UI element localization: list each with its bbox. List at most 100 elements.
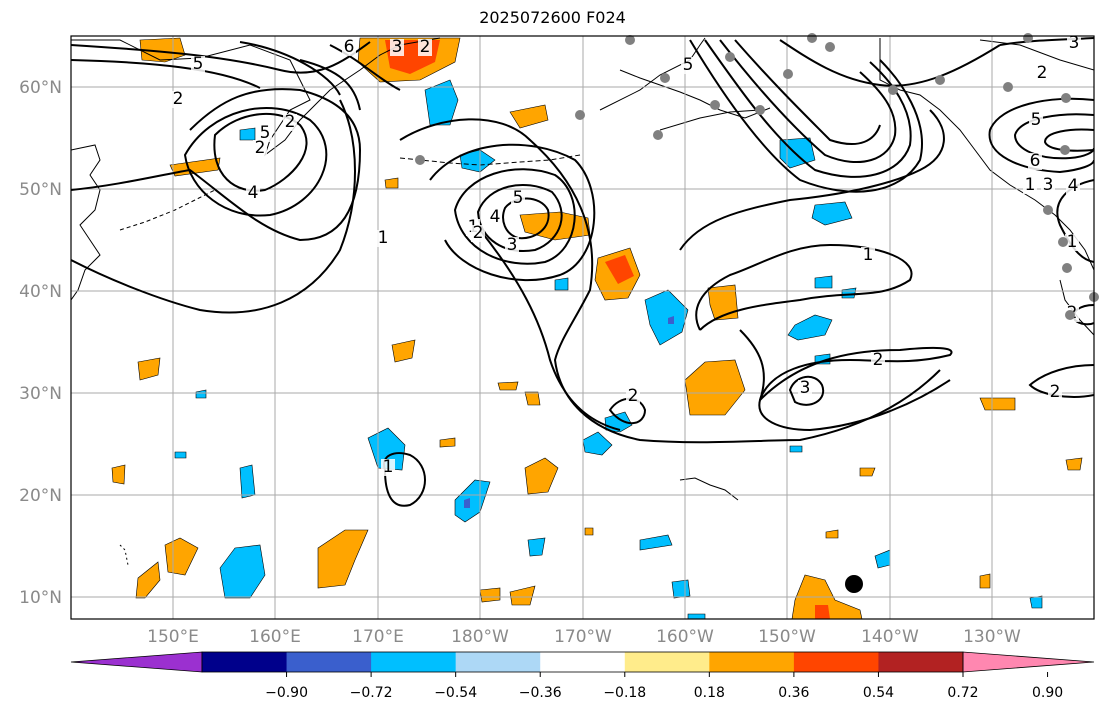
orange-shade — [524, 391, 541, 406]
contour-label: 6 — [344, 37, 355, 57]
lat-label: 20°N — [19, 486, 62, 506]
colorbar-tick-label: 0.18 — [694, 685, 725, 701]
colorbar-segment — [286, 652, 372, 672]
contour-label: 4 — [1068, 176, 1079, 196]
blue-shade — [779, 137, 816, 169]
orange-shade — [111, 464, 126, 485]
orange-shade — [479, 587, 501, 603]
lon-label: 170°E — [352, 627, 404, 647]
contour-label: 2 — [1050, 382, 1061, 402]
orange-shade — [509, 585, 536, 606]
orange-shade — [707, 284, 739, 321]
colorbar-segment — [455, 652, 541, 672]
contour-label: 4 — [248, 183, 259, 203]
orange-shade — [135, 561, 161, 599]
contour-label-bg — [471, 225, 485, 242]
station-dot — [1065, 310, 1075, 320]
blue-shade — [671, 579, 691, 599]
contour-labels: 6325252411245231231223265412531 — [171, 33, 1081, 477]
station-dot — [755, 105, 765, 115]
colorbar-tick-label: −0.18 — [603, 685, 646, 701]
blue-shade — [687, 613, 706, 619]
contour-label-bg — [626, 388, 640, 405]
blue-shade — [195, 389, 207, 399]
blue-shade — [239, 127, 256, 141]
contour-label-bg — [488, 209, 502, 226]
contour-label-bg — [171, 91, 185, 108]
lat-label: 50°N — [19, 180, 62, 200]
colorbar-extend-low — [70, 651, 203, 673]
station-dot — [1062, 263, 1072, 273]
lat-label: 40°N — [19, 282, 62, 302]
blue-shade — [554, 277, 569, 291]
colorbar: −0.90 −0.72 −0.54 −0.36 −0.18 0.18 0.36 0.54 0.7… — [70, 651, 1095, 701]
purple-shade — [668, 316, 674, 324]
blue-shade — [841, 287, 857, 299]
blue-shade — [454, 479, 491, 523]
contour-label-bg — [191, 56, 205, 73]
station-dot — [1023, 33, 1033, 43]
lon-label: 170°W — [554, 627, 612, 647]
colorbar-segment — [709, 652, 795, 672]
latitude-labels: 60°N 50°N 40°N 30°N 20°N 10°N — [19, 78, 62, 608]
blue-shade — [174, 451, 187, 459]
contour-label-bg — [1066, 178, 1080, 195]
contour-label-bg — [798, 380, 812, 397]
contour-label: 1 — [1025, 175, 1036, 195]
station-dot — [625, 35, 635, 45]
contour-label-bg — [861, 247, 875, 264]
orange-shade — [391, 339, 416, 363]
contour-label: 5 — [1031, 110, 1042, 130]
station-dot — [807, 33, 817, 43]
location-marker — [845, 575, 863, 593]
colorbar-tick-label: −0.54 — [434, 685, 477, 701]
contour-label: 2 — [255, 138, 266, 158]
contour-label: 1 — [378, 228, 389, 248]
contour-label: 5 — [260, 123, 271, 143]
blue-shade — [219, 544, 266, 599]
contour-label: 2 — [173, 89, 184, 109]
blue-shade — [787, 314, 833, 341]
orange-shade — [384, 177, 399, 189]
contour-label: 2 — [285, 112, 296, 132]
lon-label: 180°W — [451, 627, 509, 647]
contour-label: 2 — [420, 37, 431, 57]
contour-lines — [71, 37, 1094, 507]
lat-label: 60°N — [19, 78, 62, 98]
lon-label: 160°E — [249, 627, 301, 647]
blue-shade — [1029, 595, 1043, 609]
station-dot — [415, 155, 425, 165]
contour-label: 2 — [628, 386, 639, 406]
colorbar-tick-label: −0.36 — [519, 685, 562, 701]
station-dot — [725, 52, 735, 62]
contour-label: 2 — [1037, 63, 1048, 83]
contour-label-bg — [681, 57, 695, 74]
colorbar-tick-label: 0.54 — [863, 685, 894, 701]
anomaly-fills — [111, 37, 1083, 619]
station-dot — [1061, 93, 1071, 103]
lon-label: 150°E — [147, 627, 199, 647]
contour-label: 4 — [490, 207, 501, 227]
orange-shade — [137, 357, 161, 381]
contour-label-bg — [1041, 177, 1055, 194]
station-dot — [935, 75, 945, 85]
lat-label: 30°N — [19, 384, 62, 404]
contour-label-bg — [505, 237, 519, 254]
contour-label-bg — [342, 39, 356, 56]
purple-shade — [464, 498, 470, 508]
station-dot — [1043, 205, 1053, 215]
station-dot — [1058, 237, 1068, 247]
contour-label-bg — [1029, 112, 1043, 129]
contour-label-bg — [1028, 153, 1042, 170]
blue-shade — [874, 549, 891, 569]
colorbar-segment — [624, 652, 710, 672]
red-shade — [815, 605, 830, 619]
contour-label-bg — [1067, 35, 1081, 52]
blue-shade — [811, 201, 853, 226]
contour-label-bg — [871, 352, 885, 369]
map-title: 2025072600 F024 — [479, 8, 626, 27]
orange-shade — [825, 529, 839, 539]
contour-label-bg — [1023, 177, 1037, 194]
contour-label-bg — [511, 190, 525, 207]
contour-label: 5 — [513, 188, 524, 208]
